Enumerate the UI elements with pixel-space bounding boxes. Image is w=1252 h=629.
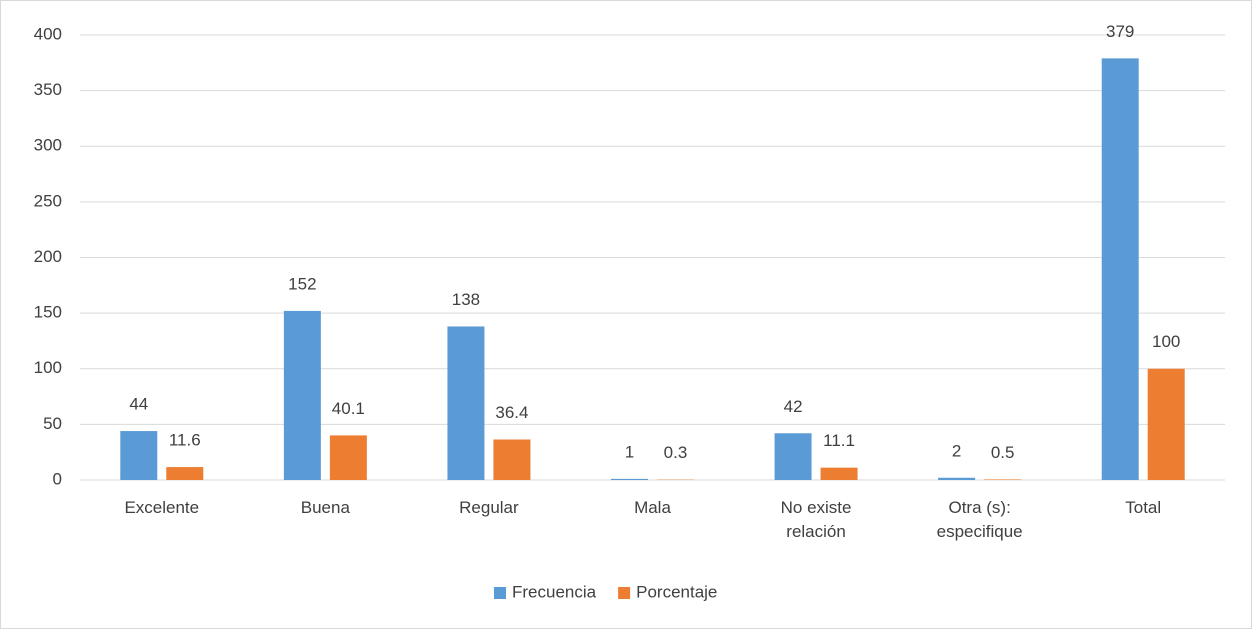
bar (774, 433, 812, 480)
bar (120, 431, 158, 480)
y-tick-label: 0 (53, 469, 62, 488)
data-label: 11.6 (169, 431, 201, 450)
data-label: 0.5 (991, 443, 1015, 462)
data-label: 44 (129, 395, 148, 414)
legend-swatch (494, 587, 506, 599)
x-tick-label: Mala (634, 498, 671, 517)
bar (611, 478, 648, 480)
bar (938, 477, 976, 480)
bar (1147, 368, 1185, 480)
legend-label: Porcentaje (636, 582, 717, 601)
bar (820, 467, 858, 480)
data-label: 42 (784, 397, 803, 416)
legend-label: Frecuencia (512, 582, 597, 601)
data-label: 379 (1106, 22, 1134, 41)
legend-swatch (618, 587, 631, 599)
data-label: 1 (625, 442, 634, 461)
data-label: 36.4 (495, 403, 528, 422)
bar (329, 435, 367, 480)
x-tick-label: Total (1125, 498, 1162, 517)
data-label: 0.3 (664, 443, 688, 462)
data-label: 40.1 (332, 399, 365, 418)
bar (984, 479, 1022, 480)
data-label: 11.1 (823, 431, 855, 450)
y-tick-label: 150 (34, 303, 62, 322)
x-tick-label: Regular (459, 498, 519, 517)
y-tick-label: 50 (43, 414, 62, 433)
y-tick-label: 400 (34, 24, 62, 43)
y-tick-label: 350 (34, 80, 62, 99)
data-label: 2 (952, 441, 961, 460)
bar (283, 310, 321, 480)
data-label: 138 (452, 290, 480, 309)
y-tick-label: 250 (34, 191, 62, 210)
y-tick-label: 200 (34, 247, 62, 266)
y-tick-label: 300 (34, 136, 62, 155)
data-label: 152 (288, 274, 316, 293)
x-tick-label: No existe relación (780, 498, 852, 541)
bar (447, 326, 485, 480)
x-tick-label: Buena (300, 498, 350, 517)
bar (1101, 58, 1139, 481)
bar (166, 467, 204, 480)
x-tick-label: Excelente (124, 498, 200, 517)
data-label: 100 (1152, 332, 1180, 351)
bar (493, 439, 531, 480)
y-tick-label: 100 (34, 358, 62, 377)
x-tick-label: Otra (s): especifique (936, 498, 1023, 541)
